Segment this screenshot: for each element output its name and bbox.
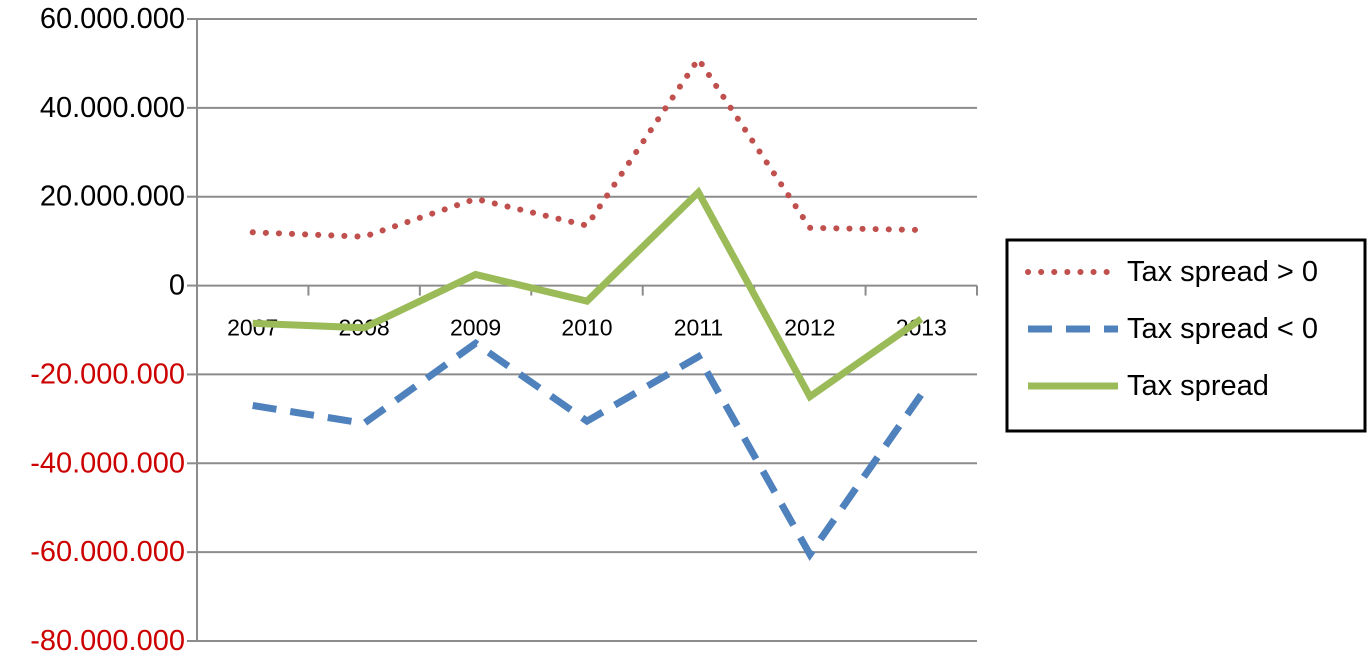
y-tick-label: -40.000.000 [30, 447, 185, 479]
series-lines [249, 53, 925, 561]
series-0-point [918, 227, 924, 233]
y-tick-label: -80.000.000 [30, 625, 185, 657]
x-tick-label: 2011 [674, 315, 723, 341]
series-0-point [695, 56, 701, 62]
y-tick-label: -60.000.000 [30, 536, 185, 568]
series-line-2 [252, 186, 924, 402]
legend-label-1: Tax spread < 0 [1127, 313, 1318, 345]
gridlines [197, 18, 977, 642]
legend-label-2: Tax spread [1127, 370, 1269, 402]
y-tick-label: 40.000.000 [40, 92, 185, 124]
series-line-0 [249, 53, 925, 240]
legend: Tax spread > 0 Tax spread < 0 Tax spread [1005, 238, 1367, 433]
y-tick-label: -20.000.000 [30, 358, 185, 390]
y-tick-label: 20.000.000 [40, 181, 185, 213]
y-tick-label: 60.000.000 [40, 3, 185, 35]
series-line-1 [252, 339, 925, 561]
legend-label-0: Tax spread > 0 [1127, 256, 1318, 288]
x-tick-label: 2010 [561, 315, 612, 341]
y-tick-label: 0 [169, 270, 185, 302]
x-tick-label: 2007 [227, 315, 278, 341]
y-axis-tick-labels: 60.000.000 40.000.000 20.000.000 0 -20.000.0… [30, 3, 185, 657]
x-tick-label: 2009 [450, 315, 501, 341]
series-0-point [361, 234, 367, 240]
x-tick-label: 2012 [784, 315, 835, 341]
